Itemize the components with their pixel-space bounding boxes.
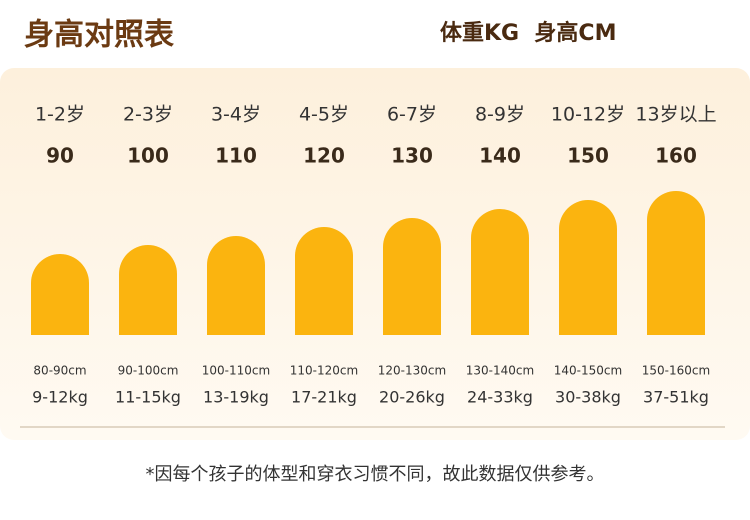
size-bar: [119, 245, 177, 335]
age-label: 3-4岁: [211, 104, 261, 126]
height-range: 80-90cm: [33, 364, 86, 378]
weight-range: 30-38kg: [555, 388, 621, 407]
size-label: 120: [303, 144, 345, 168]
age-label: 1-2岁: [35, 104, 85, 126]
size-bar: [647, 191, 705, 335]
weight-range: 20-26kg: [379, 388, 445, 407]
height-range: 150-160cm: [642, 364, 710, 378]
size-label: 160: [655, 144, 697, 168]
height-range: 140-150cm: [554, 364, 622, 378]
age-label: 8-9岁: [475, 104, 525, 126]
age-label: 2-3岁: [123, 104, 173, 126]
size-bar: [559, 200, 617, 335]
size-label: 90: [46, 144, 74, 168]
size-bar: [383, 218, 441, 335]
size-label: 140: [479, 144, 521, 168]
size-bar: [207, 236, 265, 335]
height-range: 90-100cm: [118, 364, 179, 378]
height-range: 130-140cm: [466, 364, 534, 378]
size-bar: [295, 227, 353, 335]
age-label: 13岁以上: [635, 104, 716, 126]
weight-range: 17-21kg: [291, 388, 357, 407]
weight-range: 9-12kg: [32, 388, 88, 407]
panel: [0, 68, 750, 440]
size-label: 100: [127, 144, 169, 168]
age-label: 10-12岁: [551, 104, 625, 126]
weight-range: 11-15kg: [115, 388, 181, 407]
size-bar: [31, 254, 89, 335]
height-range: 100-110cm: [202, 364, 270, 378]
size-bar: [471, 209, 529, 335]
title: 身高对照表: [24, 18, 174, 53]
weight-range: 24-33kg: [467, 388, 533, 407]
units: 体重KG 身高CM: [440, 20, 616, 46]
height-range: 110-120cm: [290, 364, 358, 378]
age-label: 4-5岁: [299, 104, 349, 126]
footnote: *因每个孩子的体型和穿衣习惯不同，故此数据仅供参考。: [146, 464, 605, 485]
weight-range: 37-51kg: [643, 388, 709, 407]
age-label: 6-7岁: [387, 104, 437, 126]
weight-range: 13-19kg: [203, 388, 269, 407]
size-label: 110: [215, 144, 257, 168]
size-label: 130: [391, 144, 433, 168]
size-label: 150: [567, 144, 609, 168]
height-range: 120-130cm: [378, 364, 446, 378]
